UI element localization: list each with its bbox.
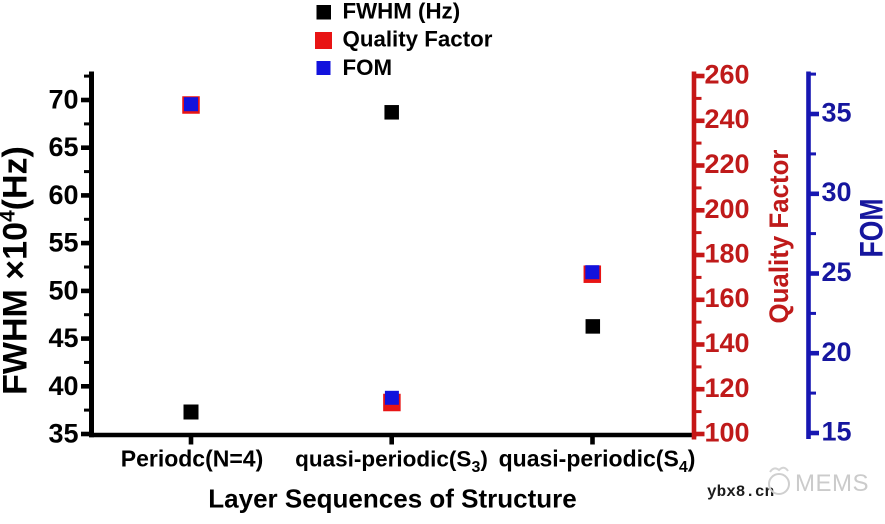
svg-text:MEMS: MEMS xyxy=(795,470,869,497)
svg-text:160: 160 xyxy=(705,283,750,313)
svg-text:Layer Sequences of Structure: Layer Sequences of Structure xyxy=(208,484,576,514)
svg-text:15: 15 xyxy=(822,417,852,447)
svg-text:45: 45 xyxy=(48,323,78,353)
svg-text:120: 120 xyxy=(705,373,750,403)
svg-text:40: 40 xyxy=(48,371,78,401)
svg-text:30: 30 xyxy=(822,177,852,207)
svg-text:35: 35 xyxy=(48,419,78,449)
svg-text:FWHM ×104(Hz): FWHM ×104(Hz) xyxy=(0,146,35,395)
svg-text:60: 60 xyxy=(48,180,78,210)
svg-text:FOM: FOM xyxy=(343,55,393,80)
svg-text:65: 65 xyxy=(48,132,78,162)
svg-text:180: 180 xyxy=(705,239,750,269)
svg-text:140: 140 xyxy=(705,328,750,358)
svg-text:Quality Factor: Quality Factor xyxy=(343,26,493,51)
svg-text:25: 25 xyxy=(822,257,852,287)
svg-text:260: 260 xyxy=(705,60,750,90)
svg-text:55: 55 xyxy=(48,228,78,258)
svg-text:100: 100 xyxy=(705,418,750,448)
svg-text:quasi-periodic(S4): quasi-periodic(S4) xyxy=(499,446,696,477)
svg-text:240: 240 xyxy=(705,104,750,134)
svg-text:20: 20 xyxy=(822,337,852,367)
svg-text:Periodc(N=4): Periodc(N=4) xyxy=(121,446,264,472)
svg-text:200: 200 xyxy=(705,194,750,224)
svg-text:220: 220 xyxy=(705,149,750,179)
svg-text:Quality Factor: Quality Factor xyxy=(764,149,794,323)
svg-text:FWHM (Hz): FWHM (Hz) xyxy=(343,0,461,23)
svg-text:70: 70 xyxy=(48,85,78,115)
svg-text:35: 35 xyxy=(822,98,852,128)
svg-text:FOM: FOM xyxy=(854,199,885,258)
svg-text:ybx8.cn: ybx8.cn xyxy=(707,483,774,501)
svg-text:50: 50 xyxy=(48,275,78,305)
